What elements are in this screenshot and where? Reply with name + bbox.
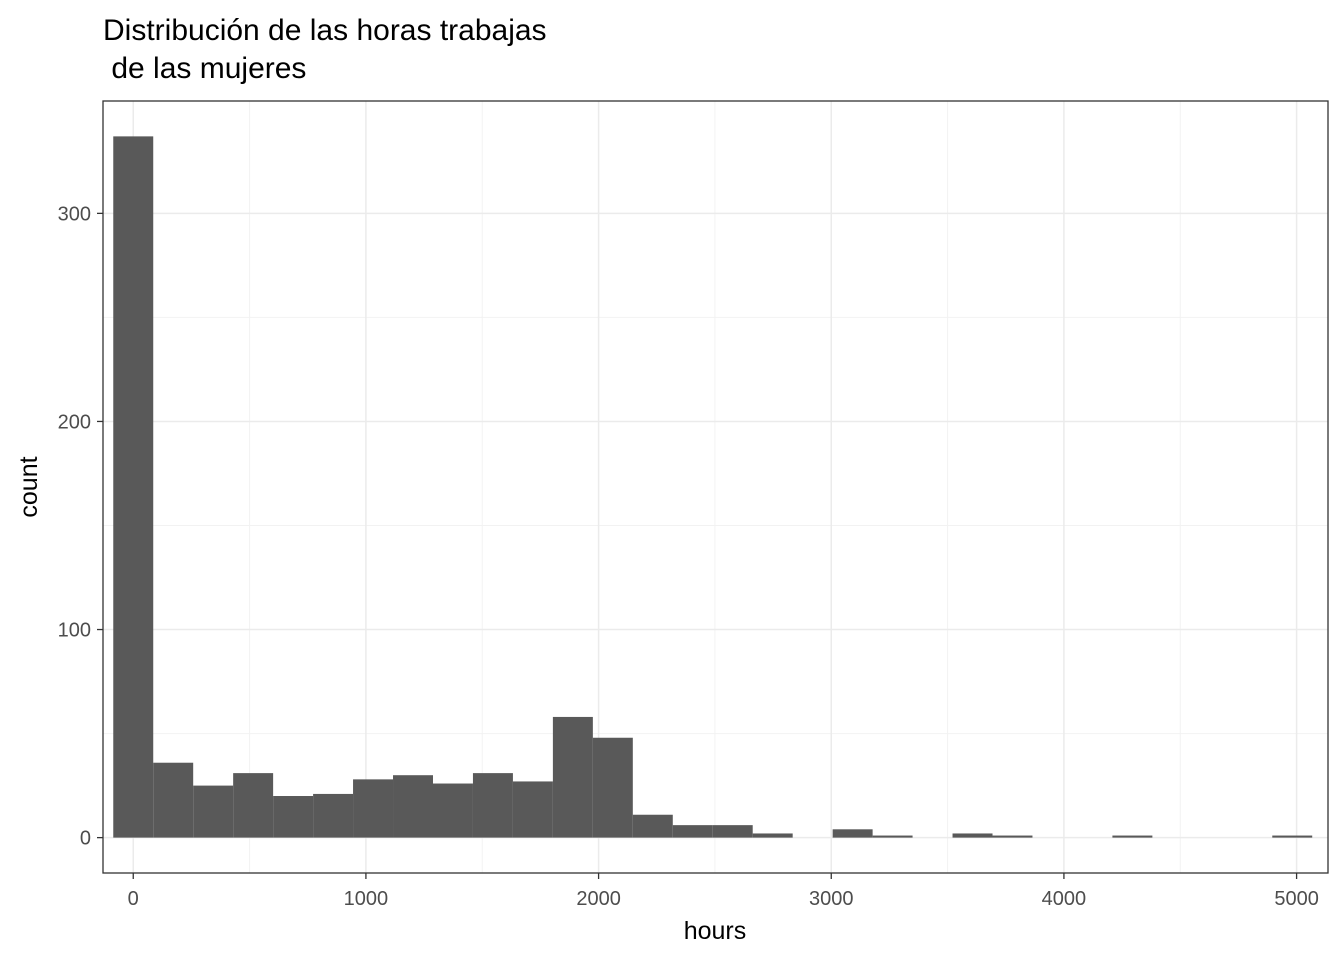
histogram-bar bbox=[313, 793, 354, 838]
x-tick-label: 2000 bbox=[576, 888, 621, 910]
histogram-bar bbox=[273, 796, 314, 838]
histogram-bar bbox=[512, 781, 553, 838]
grid-minor bbox=[103, 101, 1328, 873]
histogram-bar bbox=[632, 814, 673, 838]
histogram-bar bbox=[752, 833, 793, 838]
histogram-bar bbox=[472, 773, 513, 838]
y-tick-label: 300 bbox=[58, 203, 91, 225]
y-axis: 0 100 200 300 bbox=[58, 203, 103, 850]
chart-title-line2: de las mujeres bbox=[103, 52, 306, 85]
histogram-bar bbox=[153, 762, 194, 838]
histogram-bar bbox=[353, 779, 394, 838]
histogram-bar bbox=[432, 783, 473, 838]
panel-border bbox=[102, 100, 1329, 874]
histogram-bar bbox=[832, 829, 873, 838]
histogram-bar bbox=[1272, 835, 1313, 838]
histogram-bar bbox=[992, 835, 1033, 838]
chart-title-line1: Distribución de las horas trabajas bbox=[103, 14, 547, 47]
y-axis-title: count bbox=[15, 456, 43, 517]
histogram-bar bbox=[712, 825, 753, 838]
histogram-bar bbox=[872, 835, 913, 838]
histogram-bar bbox=[672, 825, 713, 838]
plot-panel bbox=[102, 100, 1329, 874]
x-axis: 0 1000 2000 3000 4000 5000 bbox=[128, 873, 1319, 910]
y-tick-label: 200 bbox=[58, 411, 91, 433]
x-tick-label: 3000 bbox=[809, 888, 854, 910]
y-tick-label: 100 bbox=[58, 620, 91, 642]
x-tick-label: 5000 bbox=[1274, 888, 1319, 910]
histogram-bar bbox=[113, 136, 154, 838]
histogram-bar bbox=[193, 785, 234, 838]
histogram-bars bbox=[113, 136, 1313, 838]
histogram-bar bbox=[952, 833, 993, 838]
histogram-bar bbox=[1112, 835, 1153, 838]
x-axis-title: hours bbox=[684, 917, 747, 945]
x-tick-label: 0 bbox=[128, 888, 139, 910]
y-tick-label: 0 bbox=[80, 828, 91, 850]
histogram-bar bbox=[393, 775, 433, 838]
panel-background bbox=[103, 101, 1328, 873]
histogram-bar bbox=[592, 737, 633, 838]
histogram-bar bbox=[552, 716, 593, 838]
x-tick-label: 1000 bbox=[344, 888, 389, 910]
histogram-bar bbox=[233, 773, 274, 838]
x-tick-label: 4000 bbox=[1042, 888, 1087, 910]
